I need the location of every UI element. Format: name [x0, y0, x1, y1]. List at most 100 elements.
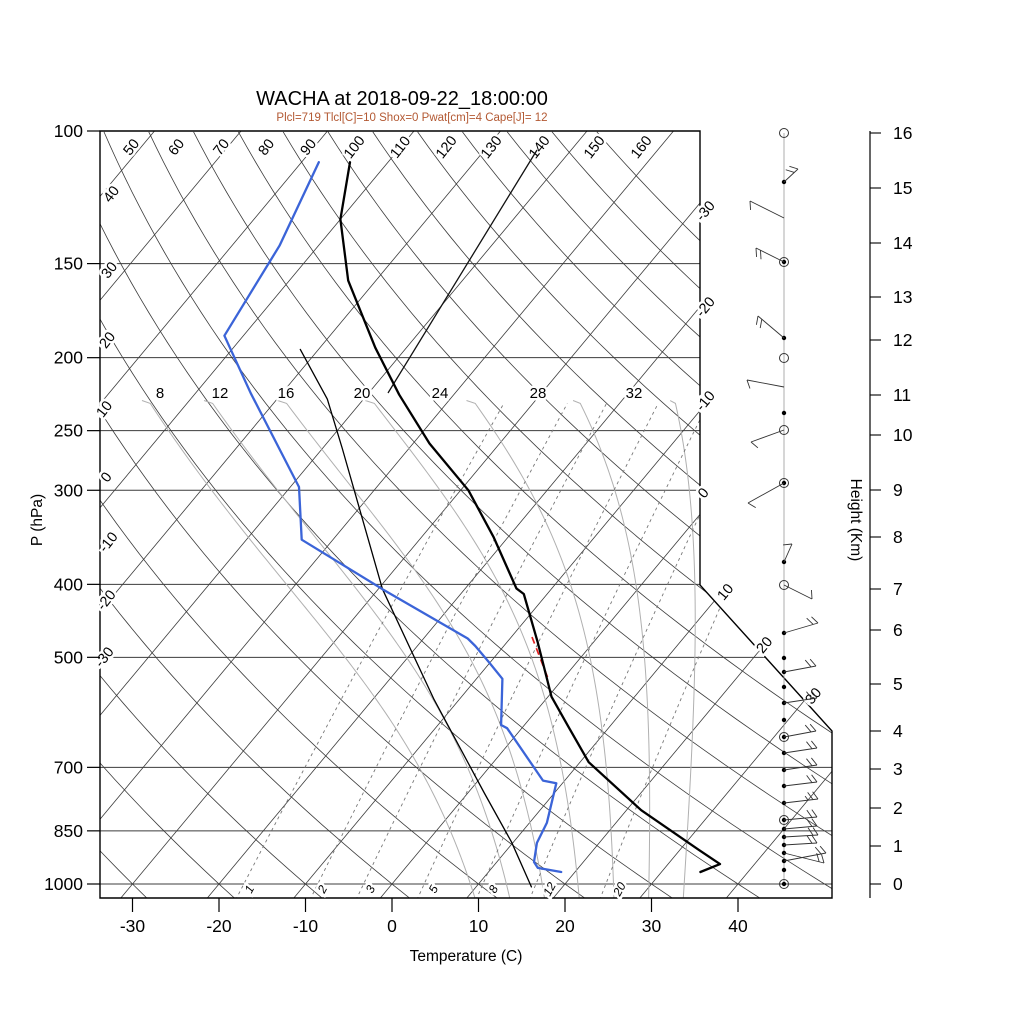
dry-adiabat-top-label: 70	[211, 136, 234, 159]
pressure-tick-label: 250	[54, 421, 83, 441]
wind-barb-tick	[804, 724, 812, 733]
mixing-ratio-label: 20	[610, 880, 629, 900]
dry-adiabat-line	[148, 131, 832, 898]
temperature-tick-label: 10	[469, 916, 489, 936]
height-tick-label: 5	[893, 674, 903, 694]
height-tick-label: 9	[893, 480, 903, 500]
height-tick-label: 4	[893, 721, 903, 741]
moist-adiabat-line	[669, 400, 696, 898]
wind-barb-tick	[811, 774, 818, 783]
wind-barb-shaft	[783, 764, 818, 771]
plot-boundary	[99, 130, 833, 899]
dry-adiabat-top-label: 120	[433, 133, 461, 162]
pressure-tick-label: 1000	[44, 874, 83, 894]
page-title: WACHA at 2018-09-22_18:00:00	[256, 88, 548, 110]
pressure-tick-label: 500	[54, 647, 83, 667]
height-tick-label: 13	[893, 287, 912, 307]
wind-barb-shaft	[783, 584, 813, 600]
wind-barb-column	[746, 128, 827, 889]
moist-adiabat-line	[365, 400, 580, 898]
wind-barb-tick	[809, 658, 817, 667]
wind-barb-tick	[811, 616, 819, 624]
wind-barb-tick	[806, 818, 813, 827]
moist-adiabat-label: 24	[432, 385, 449, 402]
dry-adiabat-top-label: 80	[256, 136, 279, 159]
wind-barb-tick	[807, 827, 814, 836]
height-tick-label: 7	[893, 579, 903, 599]
dry-adiabat-line	[100, 131, 325, 898]
wind-barb-tick	[811, 589, 813, 600]
wind-barb-shaft	[783, 730, 817, 738]
dry-adiabat-line	[282, 131, 832, 898]
wind-barb-shaft	[746, 379, 785, 388]
moist-adiabat-label: 20	[354, 385, 371, 402]
moist-adiabat-label: 8	[156, 385, 164, 402]
wind-barb-tick	[814, 846, 822, 855]
wind-level-circle	[779, 353, 789, 363]
wind-barb-tick	[789, 165, 799, 170]
pressure-tick-label: 700	[54, 757, 83, 777]
wind-barb-tick	[746, 379, 751, 389]
wind-barb-tick	[749, 200, 751, 211]
isotherm-right-label: 0	[695, 485, 712, 501]
height-tick-label: 16	[893, 123, 912, 143]
isotherm-line	[100, 131, 501, 898]
isotherm-line	[120, 131, 761, 898]
wind-barb-tick	[760, 250, 762, 260]
wind-level-dot	[781, 684, 787, 690]
wind-barb-shaft	[783, 852, 827, 862]
mixing-ratio-line	[309, 403, 568, 898]
dry-adiabat-line	[551, 131, 832, 898]
dry-adiabat-line	[462, 131, 832, 898]
dry-adiabat-top-label: 100	[341, 133, 369, 162]
wind-barb-shaft	[757, 315, 785, 339]
isotherm-line	[553, 131, 832, 898]
dry-adiabat-left-label: -20	[94, 587, 120, 613]
moist-adiabat-label: 28	[530, 385, 547, 402]
dewpoint-curve	[223, 161, 563, 874]
wind-barb-tick	[755, 247, 757, 258]
wind-level-dot	[781, 881, 787, 887]
dry-adiabat-line	[100, 131, 763, 898]
height-tick-label: 3	[893, 759, 903, 779]
parcel-curve	[299, 348, 533, 888]
dry-adiabat-line	[100, 131, 500, 898]
temperature-curve	[339, 161, 722, 874]
wind-barb-shaft	[783, 747, 818, 754]
wind-level-dot	[781, 410, 787, 416]
sounding-curves	[223, 149, 722, 888]
height-tick-label: 0	[893, 874, 903, 894]
moist-adiabat-line	[466, 400, 615, 898]
wind-level-circle	[779, 580, 789, 590]
height-tick-label: 11	[893, 385, 911, 405]
isotherm-cut-label: 30	[803, 685, 826, 708]
wind-level-circle	[779, 478, 789, 488]
mixing-ratio-label: 1	[242, 883, 258, 895]
wind-level-circle	[779, 257, 789, 267]
temperature-tick-label: 20	[555, 916, 575, 936]
dry-adiabat-top-label: 60	[166, 136, 189, 159]
wind-barb-tick	[804, 659, 812, 668]
height-tick-label: 6	[893, 620, 903, 640]
wind-barb-tick	[806, 691, 813, 700]
moist-adiabat-label: 32	[626, 385, 643, 402]
dry-adiabat-line	[100, 131, 150, 898]
mixing-ratio-line	[599, 403, 813, 898]
pressure-tick-label: 850	[54, 821, 83, 841]
height-axis-title: Height (Km)	[847, 479, 864, 562]
wind-barb-shaft	[783, 816, 818, 821]
wind-level-circle	[779, 128, 789, 138]
pressure-tick-label: 200	[54, 348, 83, 368]
wind-barb-tick	[783, 543, 793, 546]
moist-adiabat-line	[203, 400, 511, 898]
dry-adiabat-line	[417, 131, 832, 898]
pressure-tick-label: 150	[54, 254, 83, 274]
height-tick-label: 2	[893, 798, 903, 818]
wind-level-circle	[779, 425, 789, 435]
wind-barb-tick	[812, 827, 819, 836]
isotherm-right-label: -20	[693, 294, 719, 320]
pressure-tick-label: 300	[54, 480, 83, 500]
wind-barb-tick	[812, 791, 819, 800]
wind-barb-tick	[785, 169, 795, 173]
